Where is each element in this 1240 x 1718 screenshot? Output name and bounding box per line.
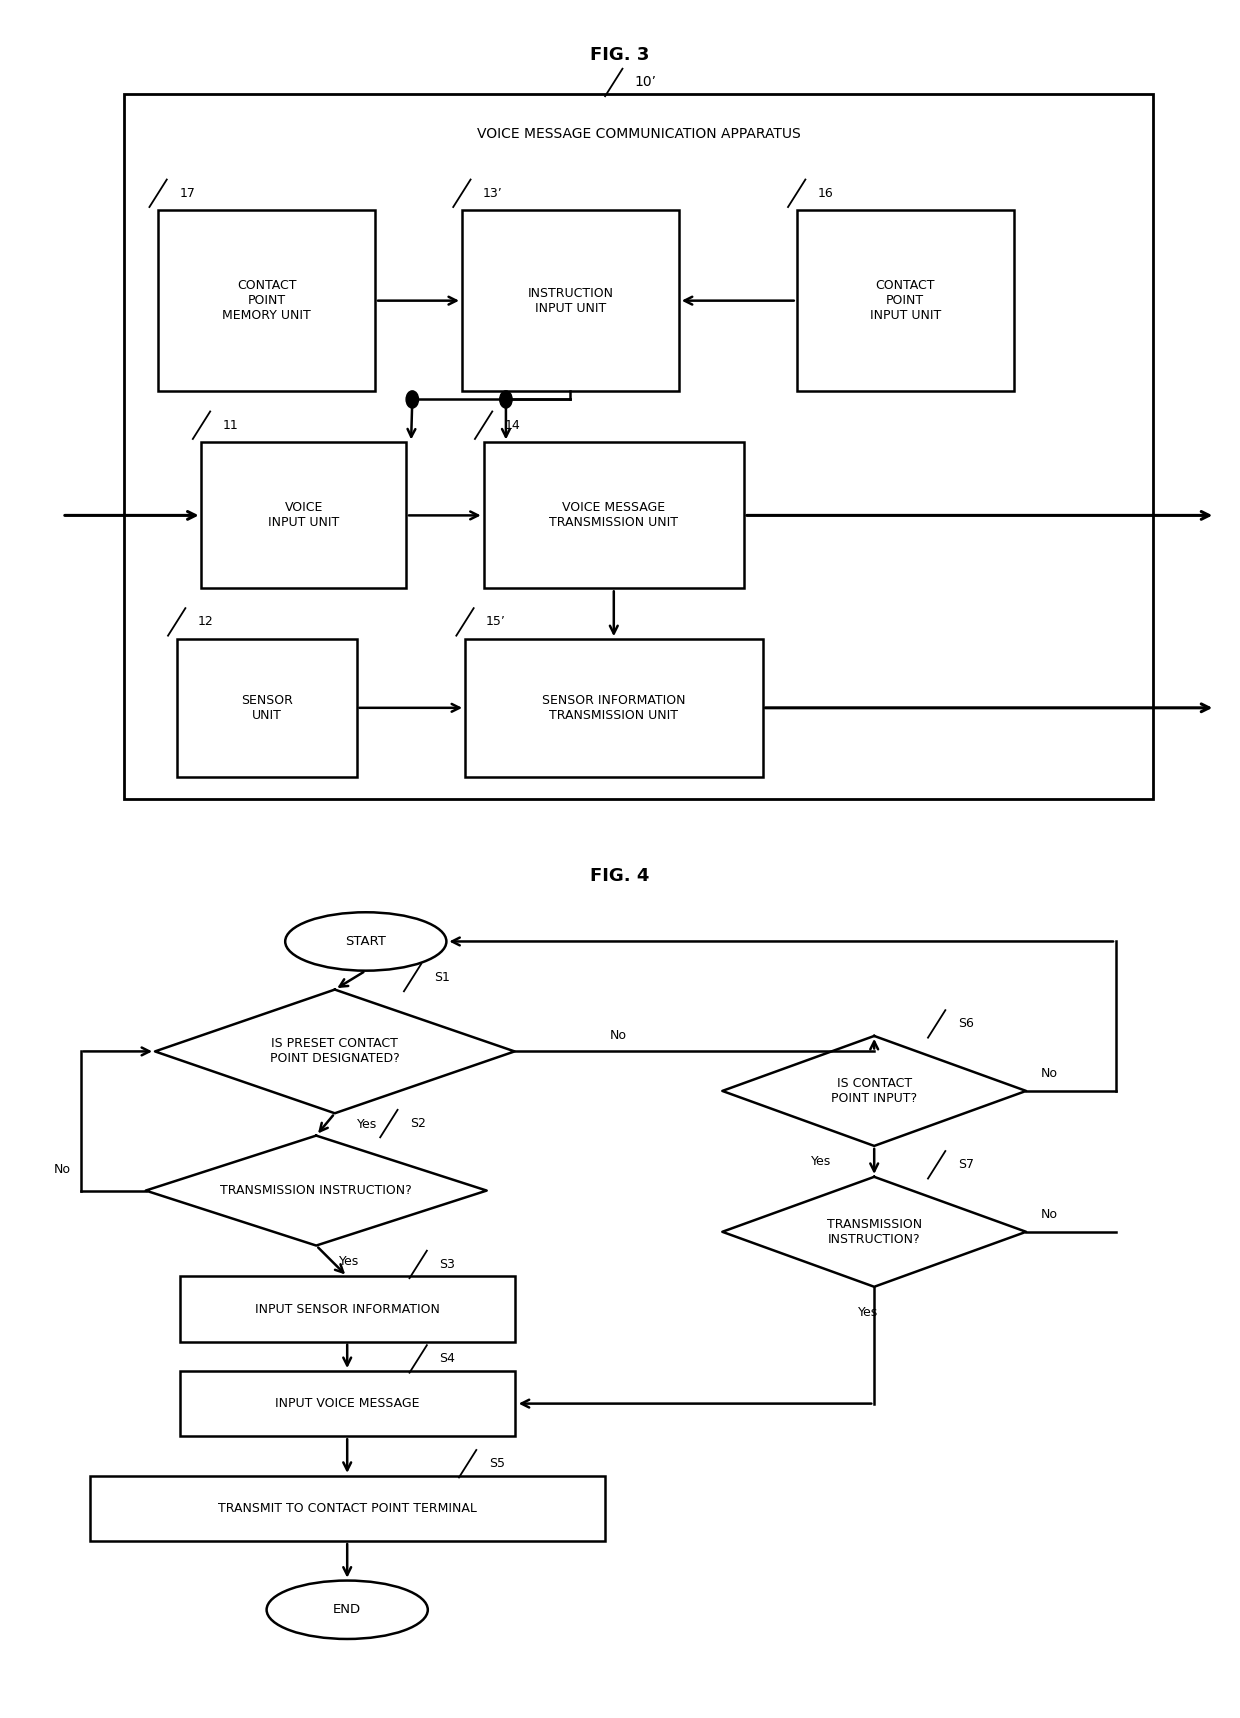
Text: CONTACT
POINT
MEMORY UNIT: CONTACT POINT MEMORY UNIT — [222, 278, 311, 323]
Text: IS CONTACT
POINT INPUT?: IS CONTACT POINT INPUT? — [831, 1077, 918, 1105]
Text: SENSOR
UNIT: SENSOR UNIT — [241, 694, 293, 722]
Text: No: No — [53, 1163, 71, 1177]
Text: TRANSMISSION INSTRUCTION?: TRANSMISSION INSTRUCTION? — [221, 1184, 412, 1197]
Text: S6: S6 — [957, 1017, 973, 1031]
Bar — [124, 94, 1153, 799]
Text: No: No — [1040, 1067, 1058, 1081]
Bar — [177, 639, 357, 777]
Text: VOICE
INPUT UNIT: VOICE INPUT UNIT — [268, 502, 340, 529]
Text: Yes: Yes — [357, 1118, 377, 1130]
Text: 15’: 15’ — [486, 615, 506, 629]
Bar — [159, 211, 374, 392]
Ellipse shape — [285, 912, 446, 971]
Text: 13’: 13’ — [484, 187, 502, 199]
Text: S2: S2 — [410, 1117, 425, 1130]
Text: Yes: Yes — [339, 1254, 358, 1268]
Text: 10’: 10’ — [635, 76, 657, 89]
Text: INPUT SENSOR INFORMATION: INPUT SENSOR INFORMATION — [254, 1302, 440, 1316]
Bar — [180, 1371, 515, 1436]
Text: CONTACT
POINT
INPUT UNIT: CONTACT POINT INPUT UNIT — [869, 278, 941, 323]
Ellipse shape — [267, 1581, 428, 1639]
Bar — [91, 1476, 605, 1541]
Polygon shape — [155, 990, 515, 1113]
Text: START: START — [346, 935, 386, 948]
Text: S5: S5 — [489, 1457, 505, 1471]
Text: 16: 16 — [818, 187, 833, 199]
Text: IS PRESET CONTACT
POINT DESIGNATED?: IS PRESET CONTACT POINT DESIGNATED? — [270, 1038, 399, 1065]
Polygon shape — [722, 1036, 1025, 1146]
Bar — [796, 211, 1013, 392]
Text: No: No — [1040, 1208, 1058, 1221]
Circle shape — [407, 392, 419, 409]
Text: INPUT VOICE MESSAGE: INPUT VOICE MESSAGE — [275, 1397, 419, 1410]
Text: S3: S3 — [439, 1258, 455, 1271]
Polygon shape — [722, 1177, 1025, 1287]
Bar — [201, 443, 407, 588]
Text: FIG. 3: FIG. 3 — [590, 46, 650, 64]
Text: END: END — [334, 1603, 361, 1617]
Text: 11: 11 — [223, 419, 238, 431]
Text: TRANSMIT TO CONTACT POINT TERMINAL: TRANSMIT TO CONTACT POINT TERMINAL — [218, 1502, 476, 1515]
Bar — [465, 639, 763, 777]
Text: VOICE MESSAGE COMMUNICATION APPARATUS: VOICE MESSAGE COMMUNICATION APPARATUS — [476, 127, 801, 141]
Text: 17: 17 — [180, 187, 195, 199]
Text: 14: 14 — [505, 419, 521, 431]
Bar — [484, 443, 744, 588]
Text: S4: S4 — [439, 1352, 455, 1366]
Text: TRANSMISSION
INSTRUCTION?: TRANSMISSION INSTRUCTION? — [827, 1218, 921, 1246]
Circle shape — [500, 392, 512, 409]
Text: VOICE MESSAGE
TRANSMISSION UNIT: VOICE MESSAGE TRANSMISSION UNIT — [549, 502, 678, 529]
Text: No: No — [610, 1029, 627, 1043]
Text: S1: S1 — [434, 971, 450, 984]
Text: SENSOR INFORMATION
TRANSMISSION UNIT: SENSOR INFORMATION TRANSMISSION UNIT — [542, 694, 686, 722]
Text: 12: 12 — [198, 615, 213, 629]
Text: INSTRUCTION
INPUT UNIT: INSTRUCTION INPUT UNIT — [527, 287, 614, 314]
Bar — [463, 211, 680, 392]
Text: S7: S7 — [957, 1158, 973, 1172]
Text: FIG. 4: FIG. 4 — [590, 868, 650, 885]
Polygon shape — [146, 1136, 486, 1246]
Text: Yes: Yes — [811, 1154, 831, 1168]
Bar — [180, 1276, 515, 1342]
Text: Yes: Yes — [858, 1306, 878, 1319]
